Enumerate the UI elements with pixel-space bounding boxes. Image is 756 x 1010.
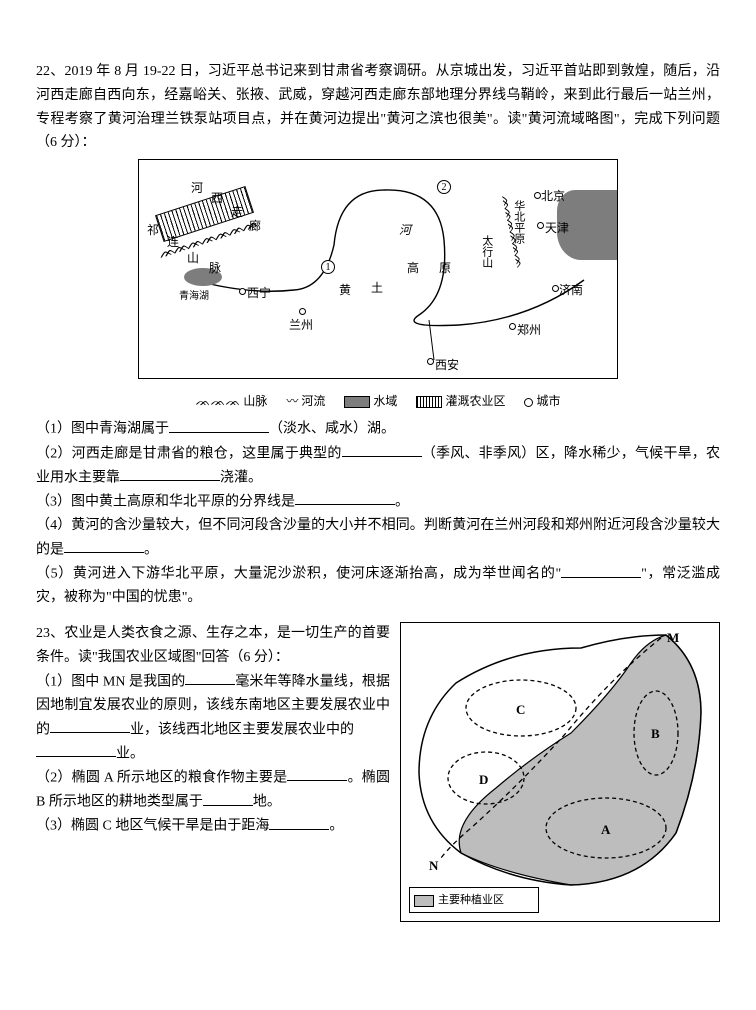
map2-legend: 主要种植业区 [409,887,539,913]
q23-1: （1）图中 MN 是我国的毫米年等降水量线，根据因地制宜发展农业的原则，该线东南… [36,670,390,766]
legend-shanmai: ᨏᨏᨏ 山脉 [196,391,268,411]
lbl-hexi4: 廊 [249,216,261,236]
blank-23-3[interactable] [269,814,329,829]
lbl-hexi3: 走 [231,202,243,222]
blank-22-1[interactable] [169,417,269,432]
q23-3: （3）椭圆 C 地区气候干旱是由于距海。 [36,814,390,838]
lbl-B: B [651,723,660,745]
lbl-qilian1: 祁 [147,220,159,240]
q23-text: 23、农业是人类衣食之源、生存之本，是一切生产的首要条件。读"我国农业区域图"回… [36,622,390,922]
lbl-C: C [516,699,525,721]
lbl-qilian3: 山 [187,248,199,268]
lbl-A: A [601,819,610,841]
lbl-gao: 高 [407,258,419,278]
q22-num: 22、 [36,64,64,79]
lbl-taihang: 太行山 [477,235,496,268]
q23-wrap: 23、农业是人类衣食之源、生存之本，是一切生产的首要条件。读"我国农业区域图"回… [36,622,720,922]
lbl-qilian2: 连 [167,232,179,252]
map2-svg [401,623,721,923]
lbl-M: M [667,627,679,649]
lbl-jinan: 济南 [559,280,583,300]
lbl-hexi1: 河 [191,178,203,198]
legend-shuiyu: 水域 [344,391,397,411]
lbl-lanzhou: 兰州 [289,315,313,335]
q23-2: （2）椭圆 A 所示地区的粮食作物主要是。椭圆 B 所示地区的耕地类型属于地。 [36,766,390,814]
blank-22-2b[interactable] [120,466,220,481]
map1: ᨏᨏᨏᨏᨏᨏᨏ ᨏᨏᨏᨏᨏᨏ 1 2 河 西 走 廊 祁 连 山 脉 青海湖 西… [138,159,618,379]
map1-wrap: ᨏᨏᨏᨏᨏᨏᨏ ᨏᨏᨏᨏᨏᨏ 1 2 河 西 走 廊 祁 连 山 脉 青海湖 西… [36,159,720,411]
legend-heliu: 〰 河流 [286,391,325,411]
lbl-N: N [429,855,438,877]
q22-1: （1）图中青海湖属于（淡水、咸水）湖。 [36,417,720,441]
lbl-yuan: 原 [439,258,451,278]
lbl-beijing: 北京 [541,186,565,206]
legend-chengshi: 城市 [524,391,560,411]
blank-23-1b[interactable] [50,718,130,733]
lbl-qilian4: 脉 [209,258,221,278]
lbl-xining: 西宁 [247,283,271,303]
blank-22-5[interactable] [561,562,641,577]
blank-22-2a[interactable] [342,442,422,457]
lbl-huang: 黄 [339,280,351,300]
blank-23-2b[interactable] [203,790,253,805]
map2: M N C D B A 主要种植业区 [400,622,720,922]
blank-22-4[interactable] [64,538,144,553]
map1-legend: ᨏᨏᨏ 山脉 〰 河流 水域 灌溉农业区 城市 [36,390,720,411]
blank-23-1c[interactable] [36,742,116,757]
q22-4: （4）黄河的含沙量较大，但不同河段含沙量的大小并不相同。判断黄河在兰州河段和郑州… [36,514,720,562]
lbl-hexi2: 西 [211,188,223,208]
lbl-qinghai: 青海湖 [179,288,209,305]
lbl-zhengzhou: 郑州 [517,320,541,340]
lbl-he: 河 [399,220,411,240]
blank-23-1a[interactable] [185,670,235,685]
q22-intro: 22、2019 年 8 月 19-22 日，习近平总书记来到甘肃省考察调研。从京… [36,60,720,155]
blank-22-3[interactable] [295,490,395,505]
q22-5: （5）黄河进入下游华北平原，大量泥沙淤积，使河床逐渐抬高，成为举世闻名的""，常… [36,562,720,610]
lbl-D: D [479,769,488,791]
q22-2: （2）河西走廊是甘肃省的粮仓，这里属于典型的（季风、非季风）区，降水稀少，气候干… [36,442,720,490]
q22-intro-text: 2019 年 8 月 19-22 日，习近平总书记来到甘肃省考察调研。从京城出发… [36,64,720,150]
blank-23-2a[interactable] [287,766,347,781]
q22-3: （3）图中黄土高原和华北平原的分界线是。 [36,490,720,514]
lbl-xian: 西安 [435,355,459,375]
lbl-tianjin: 天津 [545,218,569,238]
q23-intro: 23、农业是人类衣食之源、生存之本，是一切生产的首要条件。读"我国农业区域图"回… [36,622,390,670]
lbl-tu: 土 [371,278,383,298]
lbl-huabei: 华北平原 [509,200,528,244]
legend-guangai: 灌溉农业区 [416,391,505,411]
